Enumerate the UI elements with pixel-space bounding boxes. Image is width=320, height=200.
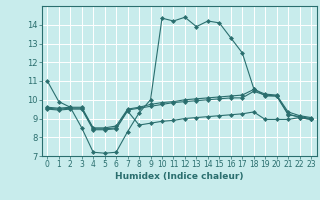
- X-axis label: Humidex (Indice chaleur): Humidex (Indice chaleur): [115, 172, 244, 181]
